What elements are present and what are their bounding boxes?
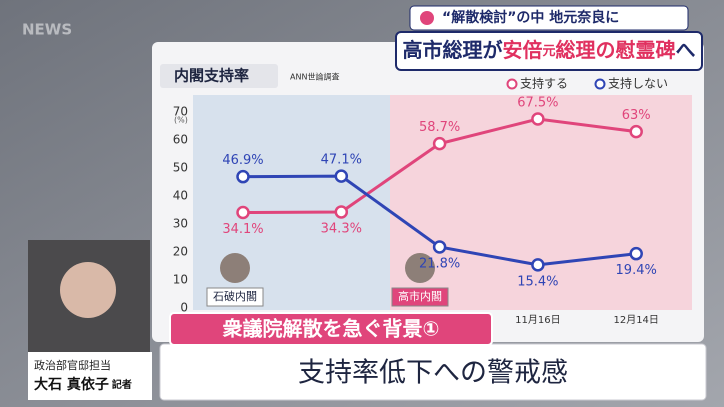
headline-part: へ <box>676 38 696 62</box>
value-label: 58.7% <box>419 120 460 135</box>
kicker-box <box>409 5 689 31</box>
point <box>531 258 545 272</box>
portrait <box>220 253 250 283</box>
x-tick-label: 11月16日 <box>515 314 560 326</box>
reporter-role: 政治部官邸担当 <box>34 358 111 372</box>
legend-marker <box>594 78 606 90</box>
value-label: 19.4% <box>616 263 657 278</box>
region-ishiba <box>193 95 390 310</box>
y-unit: (%) <box>174 116 188 125</box>
annotation-box <box>391 287 449 307</box>
portrait <box>405 253 435 283</box>
point <box>236 205 250 220</box>
legend-marker <box>506 78 518 90</box>
caption: 支持率低下への警戒感 <box>298 358 568 389</box>
point <box>432 136 447 151</box>
headline-part: 総理の慰霊碑 <box>556 38 676 62</box>
plot: 0 10 20 30 40 50 60 70 11月16日 12月14日 石破内閣 高市内閣 34.1%… <box>173 76 668 327</box>
play-icon <box>420 11 434 25</box>
label-banner <box>169 312 493 346</box>
headline-part: 安倍 <box>502 38 542 62</box>
y-tick-label: 30 <box>173 217 188 231</box>
point <box>334 169 349 183</box>
annotation: 高市内閣 <box>398 289 442 303</box>
point <box>629 246 643 261</box>
chart-title: 内閣支持率 <box>174 67 249 85</box>
point <box>531 112 545 126</box>
point <box>629 124 643 139</box>
logo: NEWS <box>22 21 72 39</box>
headline-part: 元 <box>542 44 555 59</box>
value-label: 34.3% <box>321 221 362 236</box>
y-tick-label: 40 <box>173 189 188 203</box>
value-label: 34.1% <box>222 222 263 237</box>
value-label: 47.1% <box>321 153 362 168</box>
headline-box <box>395 31 703 71</box>
x-tick-label: 12月14日 <box>613 314 658 326</box>
y-tick-label: 20 <box>173 245 188 259</box>
y-tick-label: 10 <box>173 273 188 287</box>
point <box>432 240 447 254</box>
kicker: “解散検討”の中 地元奈良に <box>442 9 619 26</box>
value-label: 15.4% <box>517 274 558 289</box>
reporter-title: 記者 <box>112 378 132 391</box>
value-label: 67.5% <box>517 96 558 111</box>
label: 衆議院解散を急ぐ背景① <box>223 317 440 341</box>
value-label: 46.9% <box>222 153 263 168</box>
y-tick-label: 0 <box>180 301 188 315</box>
reporter-name-text: 大石 真依子 <box>34 376 109 393</box>
y-tick-label: 60 <box>173 133 188 147</box>
annotation-box <box>206 287 264 307</box>
source: ANN世論調査 <box>290 72 339 82</box>
title-tab <box>160 64 278 88</box>
reporter-name: 大石 真依子 記者 <box>34 376 132 393</box>
reporter-face <box>60 262 116 318</box>
value-label: 63% <box>622 108 651 123</box>
reporter-box <box>28 352 152 400</box>
legend-label: 支持する <box>520 76 568 91</box>
y-tick-label: 50 <box>173 161 188 175</box>
value-label: 21.8% <box>419 256 460 271</box>
y-tick-label: 70 <box>173 105 188 119</box>
headline-part: 高市総理が <box>402 38 502 62</box>
annotation: 石破内閣 <box>213 289 257 303</box>
headline: 高市総理が安倍元総理の慰霊碑へ <box>402 38 695 62</box>
legend-label: 支持しない <box>608 76 668 91</box>
point <box>334 205 349 219</box>
point <box>236 169 250 184</box>
